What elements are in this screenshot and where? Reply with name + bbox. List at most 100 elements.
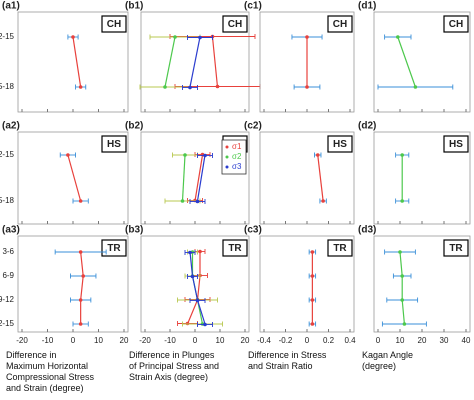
series-line	[189, 251, 206, 325]
box-label: CH	[333, 19, 347, 30]
x-axis-title: Difference in Maximum Horizontal Compres…	[6, 350, 95, 393]
legend-marker	[225, 155, 229, 159]
x-tick-label: 20	[241, 336, 250, 345]
point	[215, 84, 220, 89]
point	[66, 153, 70, 157]
x-tick-label: 10	[94, 336, 103, 345]
panel-label: (c2)	[244, 121, 262, 132]
series-line	[211, 36, 219, 88]
box-label: CH	[228, 19, 242, 30]
series-line	[399, 251, 405, 325]
box-label-frame	[101, 239, 127, 257]
point	[396, 35, 400, 39]
legend-label: σ2	[232, 152, 242, 161]
series-line	[67, 154, 82, 202]
x-tick-label: 20	[418, 336, 427, 345]
x-tick-label: 0	[193, 336, 198, 345]
x-axis-title: Kagan Angle (degree)	[362, 350, 414, 371]
point	[183, 153, 187, 157]
x-tick-label: 40	[462, 336, 471, 345]
box-label: HS	[333, 139, 347, 150]
series-line	[397, 36, 416, 88]
box-label-frame	[443, 135, 469, 153]
box-label: TR	[107, 243, 121, 254]
y-tick-label: 9-12	[0, 295, 15, 304]
point	[173, 35, 177, 39]
box-label-frame	[222, 239, 248, 257]
point	[180, 199, 185, 203]
box-label-frame	[327, 135, 353, 153]
point	[400, 199, 405, 203]
x-tick-label: 10	[216, 336, 225, 345]
panel-label: (d2)	[358, 121, 376, 132]
box-label-frame	[101, 15, 127, 33]
y-tick-label: 3-6	[2, 247, 14, 256]
x-tick-label: -20	[16, 336, 28, 345]
legend-label: σ3	[232, 162, 242, 171]
x-tick-label: 30	[440, 336, 449, 345]
panel-label: (b1)	[125, 1, 143, 12]
series-line	[181, 154, 186, 202]
x-tick-label: -10	[164, 336, 176, 345]
x-axis-title: Difference in Plunges of Principal Stres…	[129, 350, 220, 382]
box-label-frame	[101, 135, 127, 153]
point	[78, 298, 83, 302]
series-line	[189, 36, 201, 88]
y-tick-label: 12-15	[0, 150, 15, 159]
series-line	[80, 251, 84, 324]
box-label-frame	[222, 15, 248, 33]
box-label: TR	[333, 243, 347, 254]
series-line	[72, 36, 82, 88]
point	[188, 85, 192, 90]
x-tick-label: 0	[71, 336, 76, 345]
point	[78, 85, 83, 89]
point	[310, 298, 315, 302]
point	[203, 153, 207, 158]
box-label: HS	[449, 139, 463, 150]
panel-label: (a1)	[2, 1, 20, 12]
legend-label: σ1	[232, 142, 242, 151]
y-tick-label: 12-15	[0, 319, 15, 328]
point	[78, 199, 83, 203]
x-tick-label: 20	[120, 336, 129, 345]
x-tick-label: -0.4	[257, 336, 271, 345]
legend-marker	[225, 165, 229, 169]
point	[163, 85, 167, 89]
point	[310, 250, 315, 254]
y-tick-label: 15-18	[0, 82, 15, 91]
point	[190, 274, 195, 279]
point	[195, 199, 200, 204]
point	[315, 153, 320, 157]
panel-label: (c3)	[244, 225, 262, 236]
point	[81, 274, 85, 278]
x-tick-label: 10	[396, 336, 405, 345]
y-tick-label: 15-18	[0, 196, 15, 205]
x-tick-label: 0.4	[344, 336, 356, 345]
point	[71, 35, 75, 39]
panel-label: (b3)	[125, 225, 143, 236]
point	[400, 298, 405, 302]
point	[78, 250, 83, 254]
point	[78, 322, 83, 326]
point	[413, 85, 418, 89]
panel-label: (d3)	[358, 225, 376, 236]
x-tick-label: -0.2	[279, 336, 293, 345]
point	[198, 35, 202, 40]
point	[198, 249, 202, 254]
series-line	[186, 252, 201, 325]
point	[305, 85, 309, 89]
legend-marker	[225, 145, 229, 149]
box-label: HS	[107, 139, 121, 150]
x-tick-label: -10	[42, 336, 54, 345]
panel-label: (b2)	[125, 121, 143, 132]
y-tick-label: 6-9	[2, 271, 14, 280]
x-tick-label: 0	[305, 336, 310, 345]
x-tick-label: 0.2	[323, 336, 335, 345]
panel-label: (c1)	[244, 1, 262, 12]
point	[400, 153, 405, 157]
point	[305, 35, 309, 39]
point	[310, 322, 315, 326]
box-label-frame	[327, 239, 353, 257]
box-label: CH	[107, 19, 121, 30]
